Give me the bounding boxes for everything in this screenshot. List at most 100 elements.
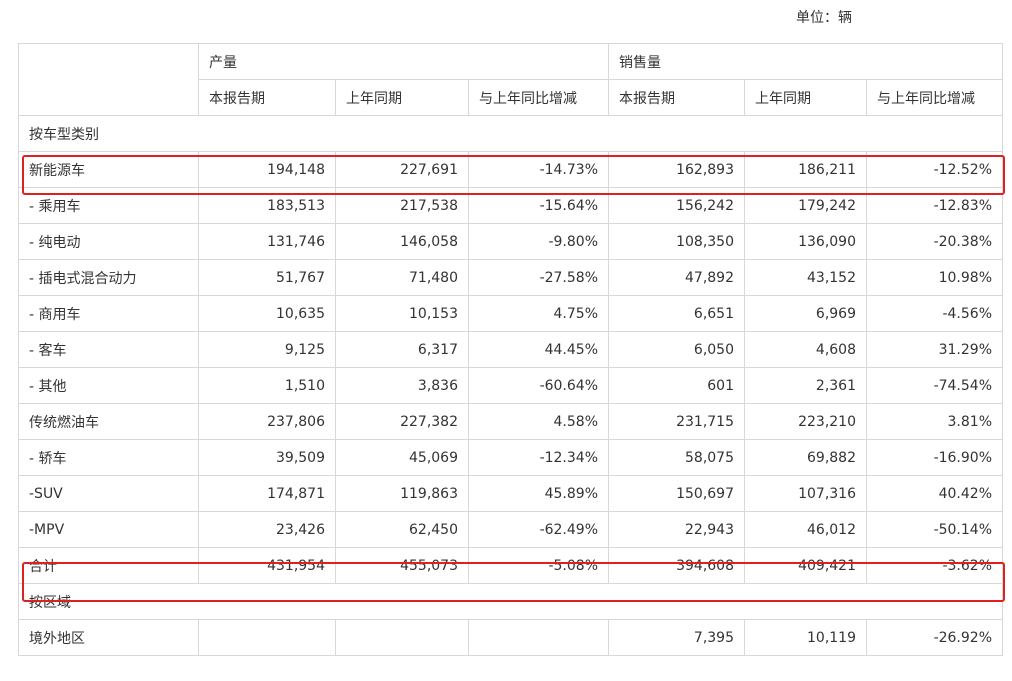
cell-prod-yoy: -62.49% [468, 511, 609, 548]
cell-sale-prev: 409,421 [744, 547, 867, 584]
cell-prod-yoy [468, 619, 609, 656]
cell-prod-prev: 10,153 [335, 295, 469, 332]
row-label: 合计 [18, 547, 199, 584]
section-label-vehicle-type: 按车型类别 [18, 115, 1003, 152]
section-row-region: 按区域 [18, 583, 1003, 620]
cell-sale-yoy: 31.29% [866, 331, 1003, 368]
cell-prod-cur: 39,509 [198, 439, 336, 476]
cell-sale-cur: 150,697 [608, 475, 745, 512]
table-row: 境外地区 7,395 10,119 -26.92% [18, 619, 1003, 656]
cell-prod-yoy: 4.75% [468, 295, 609, 332]
cell-prod-cur: 431,954 [198, 547, 336, 584]
header-prod-current: 本报告期 [198, 79, 336, 116]
cell-prod-yoy: -14.73% [468, 151, 609, 188]
cell-prod-cur: 183,513 [198, 187, 336, 224]
cell-prod-yoy: -27.58% [468, 259, 609, 296]
cell-sale-yoy: -20.38% [866, 223, 1003, 260]
row-label: - 插电式混合动力 [18, 259, 199, 296]
cell-prod-yoy: -9.80% [468, 223, 609, 260]
header-sales: 销售量 [608, 43, 1003, 80]
cell-sale-cur: 601 [608, 367, 745, 404]
cell-sale-prev: 107,316 [744, 475, 867, 512]
cell-prod-prev: 3,836 [335, 367, 469, 404]
cell-prod-cur [198, 619, 336, 656]
cell-sale-prev: 186,211 [744, 151, 867, 188]
cell-sale-cur: 6,651 [608, 295, 745, 332]
cell-sale-cur: 7,395 [608, 619, 745, 656]
cell-sale-yoy: -16.90% [866, 439, 1003, 476]
unit-label: 单位：辆 [796, 10, 852, 26]
cell-sale-prev: 6,969 [744, 295, 867, 332]
cell-prod-prev: 146,058 [335, 223, 469, 260]
table-row: - 商用车 10,635 10,153 4.75% 6,651 6,969 -4.56% [18, 295, 1003, 332]
table-row: - 乘用车 183,513 217,538 -15.64% 156,242 179,242… [18, 187, 1003, 224]
cell-sale-prev: 179,242 [744, 187, 867, 224]
header-row-sub: 本报告期 上年同期 与上年同比增减 本报告期 上年同期 与上年同比增减 [19, 79, 1003, 116]
cell-prod-yoy: -12.34% [468, 439, 609, 476]
cell-sale-cur: 58,075 [608, 439, 745, 476]
cell-prod-prev: 45,069 [335, 439, 469, 476]
header-row-group: 产量 销售量 [18, 43, 1003, 116]
cell-prod-cur: 194,148 [198, 151, 336, 188]
cell-sale-cur: 47,892 [608, 259, 745, 296]
cell-prod-yoy: 45.89% [468, 475, 609, 512]
cell-sale-yoy: -50.14% [866, 511, 1003, 548]
header-sale-prev: 上年同期 [744, 79, 867, 116]
table-row: - 纯电动 131,746 146,058 -9.80% 108,350 136,090-… [18, 223, 1003, 260]
table-row: 新能源车 194,148 227,691 -14.73% 162,893 186,211-… [18, 151, 1003, 188]
cell-prod-cur: 174,871 [198, 475, 336, 512]
row-label: - 纯电动 [18, 223, 199, 260]
table-row: - 其他 1,510 3,836 -60.64% 601 2,361 -74.54% [18, 367, 1003, 404]
cell-sale-yoy: 10.98% [866, 259, 1003, 296]
cell-sale-cur: 394,608 [608, 547, 745, 584]
cell-prod-cur: 1,510 [198, 367, 336, 404]
table-row: - 轿车 39,509 45,069 -12.34% 58,075 69,882 -16.9… [18, 439, 1003, 476]
cell-prod-yoy: -60.64% [468, 367, 609, 404]
section-label-region: 按区域 [18, 583, 1003, 620]
cell-sale-yoy: -12.52% [866, 151, 1003, 188]
cell-sale-yoy: -3.62% [866, 547, 1003, 584]
production-sales-table-wrapper: 产量 销售量 本报告期 上年同期 与上年同比增减 本报告期 上年同期 与上年同比… [18, 43, 1003, 656]
header-prod-yoy: 与上年同比增减 [468, 79, 609, 116]
cell-sale-yoy: -12.83% [866, 187, 1003, 224]
cell-prod-prev: 217,538 [335, 187, 469, 224]
cell-sale-yoy: -26.92% [866, 619, 1003, 656]
row-label: - 其他 [18, 367, 199, 404]
table-row: 合计 431,954 455,073 -5.08% 394,608 409,421 -3.6… [18, 547, 1003, 584]
row-label: -SUV [18, 475, 199, 512]
header-corner-cell [18, 43, 199, 116]
header-production: 产量 [198, 43, 609, 80]
cell-prod-prev: 119,863 [335, 475, 469, 512]
table-row: -MPV 23,426 62,450 -62.49% 22,943 46,012 -50.1… [18, 511, 1003, 548]
cell-sale-prev: 10,119 [744, 619, 867, 656]
row-label: 境外地区 [18, 619, 199, 656]
cell-sale-cur: 162,893 [608, 151, 745, 188]
cell-sale-cur: 156,242 [608, 187, 745, 224]
cell-prod-cur: 10,635 [198, 295, 336, 332]
cell-prod-prev: 455,073 [335, 547, 469, 584]
cell-prod-prev [335, 619, 469, 656]
cell-prod-yoy: 4.58% [468, 403, 609, 440]
table-row: 传统燃油车 237,806 227,382 4.58% 231,715 223,210 3.… [18, 403, 1003, 440]
cell-prod-yoy: 44.45% [468, 331, 609, 368]
cell-prod-prev: 62,450 [335, 511, 469, 548]
cell-sale-yoy: 3.81% [866, 403, 1003, 440]
cell-prod-cur: 9,125 [198, 331, 336, 368]
header-sale-yoy: 与上年同比增减 [866, 79, 1003, 116]
header-sale-current: 本报告期 [608, 79, 745, 116]
cell-prod-prev: 6,317 [335, 331, 469, 368]
cell-sale-prev: 4,608 [744, 331, 867, 368]
cell-sale-prev: 136,090 [744, 223, 867, 260]
cell-prod-cur: 237,806 [198, 403, 336, 440]
cell-sale-prev: 223,210 [744, 403, 867, 440]
cell-sale-prev: 46,012 [744, 511, 867, 548]
cell-prod-prev: 71,480 [335, 259, 469, 296]
cell-sale-cur: 6,050 [608, 331, 745, 368]
row-label: -MPV [18, 511, 199, 548]
header-prod-prev: 上年同期 [335, 79, 469, 116]
cell-prod-yoy: -5.08% [468, 547, 609, 584]
cell-prod-cur: 131,746 [198, 223, 336, 260]
cell-prod-prev: 227,691 [335, 151, 469, 188]
cell-prod-cur: 23,426 [198, 511, 336, 548]
cell-sale-yoy: -74.54% [866, 367, 1003, 404]
